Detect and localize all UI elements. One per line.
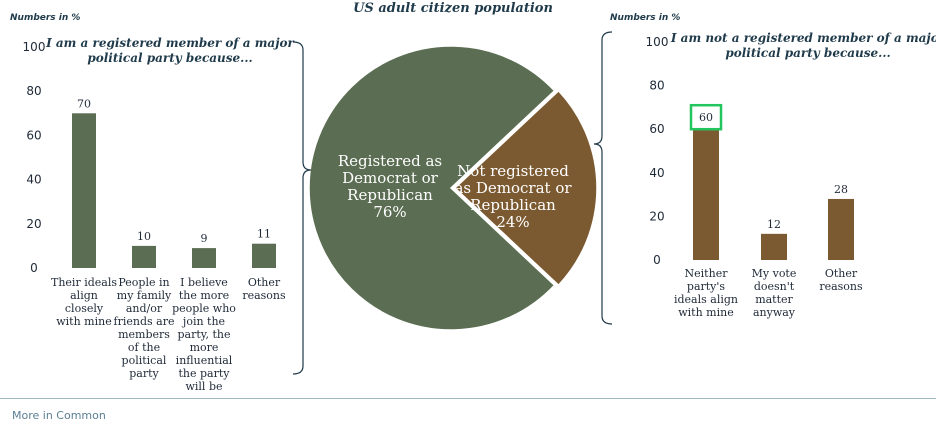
left-category-label: closely: [65, 302, 104, 315]
pie-slice-label: Not registered: [457, 162, 569, 180]
left-category-label: align: [70, 289, 98, 302]
right-data-label: 28: [834, 183, 848, 196]
left-title-line: I am a registered member of a major: [45, 36, 295, 50]
left-ytick-label: 40: [26, 173, 41, 187]
left-category-label: join the: [181, 315, 225, 328]
brackets: [292, 31, 613, 375]
pie-slice-label: as Democrat or: [454, 179, 572, 197]
left-data-label: 70: [77, 97, 91, 110]
right-bar: [761, 233, 787, 260]
left-category-label: the more: [179, 289, 229, 302]
left-bar-chart: Numbers in % I am a registered member of …: [10, 13, 296, 393]
right-category-label: Other: [825, 267, 858, 280]
left-data-label: 9: [201, 232, 208, 245]
left-bracket: [292, 41, 312, 375]
pie-slice-label: Registered as: [338, 152, 442, 170]
right-ytick-label: 0: [653, 253, 661, 267]
left-category-label: of the: [128, 341, 160, 354]
right-category-label: ideals align: [674, 293, 738, 306]
right-category-label: My vote: [752, 267, 797, 280]
footer-source: More in Common: [12, 409, 106, 422]
right-category-label: matter: [755, 293, 793, 306]
right-ytick-label: 100: [646, 35, 669, 49]
left-category-label: my family: [117, 289, 172, 302]
right-unit-label: Numbers in %: [610, 13, 680, 23]
right-bar-chart: Numbers in % I am not a registered member…: [610, 13, 936, 319]
left-category-label: Their ideals: [51, 276, 117, 289]
left-category-label: with mine: [56, 315, 111, 328]
right-category-label: doesn't: [754, 280, 795, 293]
right-title-line: I am not a registered member of a major: [670, 31, 936, 45]
left-ytick-label: 0: [30, 261, 38, 275]
right-data-label: 60: [699, 111, 713, 124]
left-category-label: will be: [185, 380, 222, 393]
left-data-label: 11: [257, 228, 271, 241]
left-data-label: 10: [137, 230, 151, 243]
right-ytick-label: 40: [649, 166, 664, 180]
left-category-label: friends are: [114, 315, 175, 328]
left-category-label: influential: [176, 354, 233, 367]
left-bar: [132, 245, 156, 268]
left-category-label: and/or: [126, 302, 163, 315]
right-category-label: with mine: [678, 306, 733, 319]
left-category-label: the party: [178, 367, 230, 380]
center-title: US adult citizen population: [353, 1, 553, 16]
pie-slice: [453, 89, 598, 287]
right-bar: [693, 129, 719, 260]
right-category-label: party's: [687, 280, 726, 293]
right-highlight-box: [689, 103, 723, 131]
left-ytick-label: 60: [26, 128, 41, 142]
right-title-line: political party because...: [725, 46, 890, 60]
pie-slice-label: 24%: [496, 213, 529, 231]
left-bar: [252, 243, 276, 268]
right-ytick-label: 80: [649, 79, 664, 93]
right-category-label: reasons: [819, 280, 863, 293]
right-bar: [828, 198, 854, 260]
left-category-label: political: [122, 354, 167, 367]
footer-divider: [0, 398, 936, 399]
left-title-line: political party because...: [87, 51, 252, 65]
right-ytick-label: 60: [649, 122, 664, 136]
left-category-label: people who: [172, 302, 236, 315]
left-category-label: reasons: [242, 289, 286, 302]
pie-slice-label: Democrat or: [342, 169, 438, 187]
left-ytick-label: 80: [26, 84, 41, 98]
left-unit-label: Numbers in %: [10, 13, 80, 23]
left-category-label: party: [129, 367, 159, 380]
right-category-label: anyway: [753, 306, 796, 319]
left-bar: [192, 248, 216, 268]
pie-slice-label: Republican: [347, 186, 433, 204]
left-ytick-label: 20: [26, 217, 41, 231]
left-category-label: I believe: [180, 276, 228, 289]
pie-slice: [308, 45, 556, 331]
left-category-label: members: [118, 328, 170, 341]
left-bar: [72, 113, 96, 268]
left-ytick-label: 100: [23, 40, 46, 54]
right-data-label: 12: [767, 218, 781, 231]
left-category-label: more: [190, 341, 219, 354]
left-category-label: party, the: [177, 328, 230, 341]
pie-slice-label: Republican: [470, 196, 556, 214]
right-category-label: Neither: [685, 267, 729, 280]
left-category-label: People in: [118, 276, 169, 289]
left-category-label: Other: [248, 276, 281, 289]
right-ytick-label: 20: [649, 209, 664, 223]
right-bracket: [593, 31, 613, 325]
pie-slice-label: 76%: [373, 203, 406, 221]
